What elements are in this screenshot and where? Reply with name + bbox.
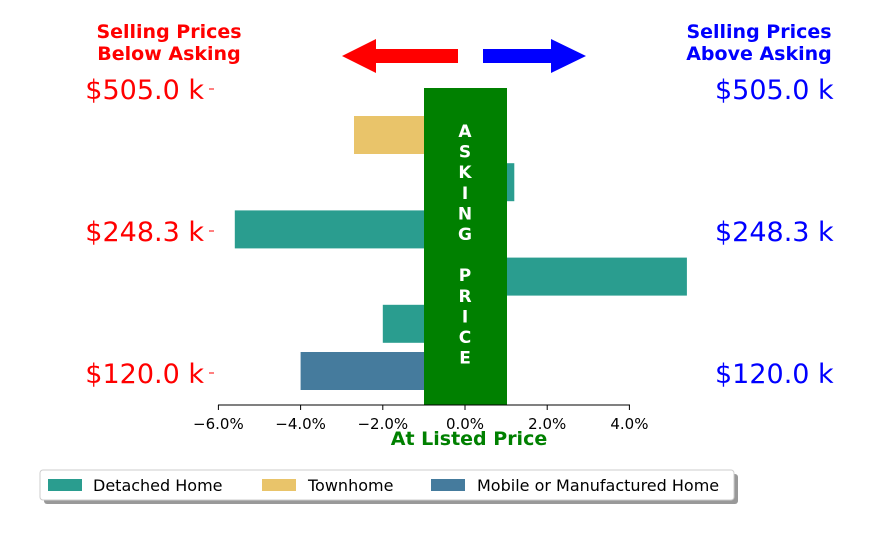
above-asking-title-line2: Above Asking — [686, 43, 832, 65]
asking-price-letter: I — [462, 307, 468, 327]
legend-label-detached: Detached Home — [93, 476, 223, 495]
x-tick-label: 2.0% — [528, 415, 566, 433]
x-tick-label: −4.0% — [275, 415, 326, 433]
right-price-label: $505.0 k — [715, 75, 834, 106]
x-tick-label: 4.0% — [610, 415, 648, 433]
legend-swatch-mobile — [431, 479, 465, 491]
asking-price-letter: C — [459, 328, 471, 348]
x-tick-label: 0.0% — [446, 415, 484, 433]
below-asking-title-line2: Below Asking — [97, 43, 240, 65]
x-axis-label: At Listed Price — [391, 428, 547, 450]
above-asking-title-line1: Selling Prices — [686, 21, 831, 43]
below-asking-title-line1: Selling Prices — [96, 21, 241, 43]
asking-price-letter: I — [462, 184, 468, 204]
asking-price-letter: E — [459, 349, 471, 369]
asking-price-letter: K — [458, 163, 472, 183]
asking-price-bar — [424, 88, 507, 405]
x-tick-label: −6.0% — [193, 415, 244, 433]
asking-price-letter: P — [459, 266, 471, 286]
bar-4 — [505, 257, 687, 296]
right-price-label: $120.0 k — [715, 359, 834, 390]
bar-6 — [300, 352, 424, 390]
bar-1 — [354, 116, 424, 154]
bar-5 — [382, 304, 424, 343]
right-price-label: $248.3 k — [715, 217, 834, 248]
x-tick-label: −2.0% — [357, 415, 408, 433]
legend-swatch-detached — [48, 479, 82, 491]
legend-swatch-townhome — [262, 479, 296, 491]
legend: Detached Home Townhome Mobile or Manufac… — [39, 469, 738, 504]
bar-3 — [234, 210, 424, 249]
legend-label-mobile: Mobile or Manufactured Home — [477, 476, 719, 495]
asking-price-letter: S — [459, 143, 471, 163]
asking-price-letter: G — [458, 225, 472, 245]
left-arrow-icon — [342, 39, 458, 73]
right-arrow-icon — [483, 39, 586, 73]
legend-frame — [39, 469, 735, 501]
left-price-label: $505.0 k — [85, 75, 204, 106]
asking-price-letter: A — [458, 122, 472, 142]
left-price-label: $120.0 k — [85, 359, 204, 390]
legend-label-townhome: Townhome — [307, 476, 393, 495]
asking-price-letter: R — [458, 287, 471, 307]
left-price-label: $248.3 k — [85, 217, 204, 248]
bar-2 — [505, 163, 515, 202]
asking-price-letter: N — [458, 204, 472, 224]
